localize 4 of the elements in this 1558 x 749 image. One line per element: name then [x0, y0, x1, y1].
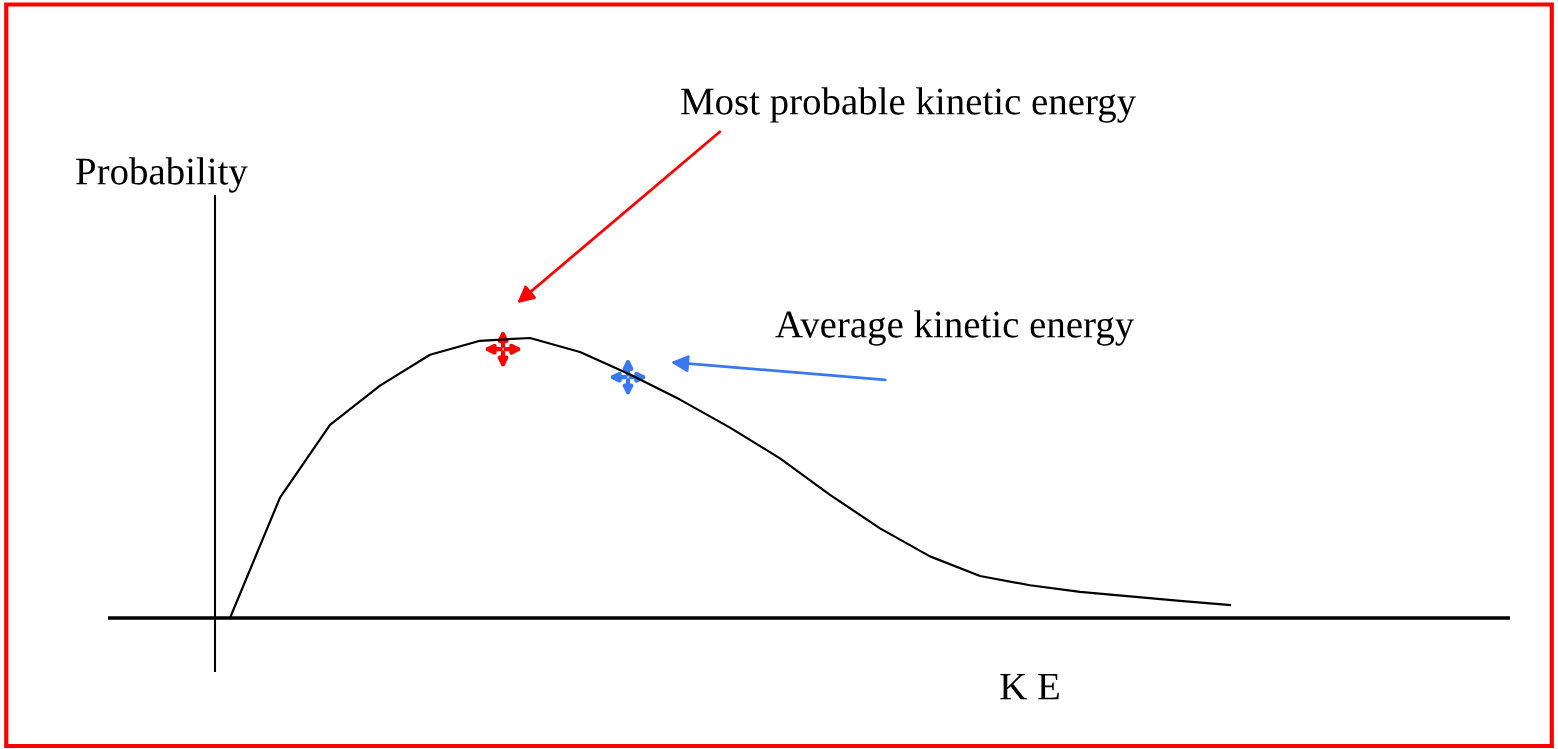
y-axis-title: Probability — [76, 157, 248, 193]
text: Most probable kinetic energy — [681, 87, 1136, 123]
annotation: Average kinetic energy — [775, 310, 1135, 346]
x-axis-title: K E — [1000, 673, 1059, 700]
